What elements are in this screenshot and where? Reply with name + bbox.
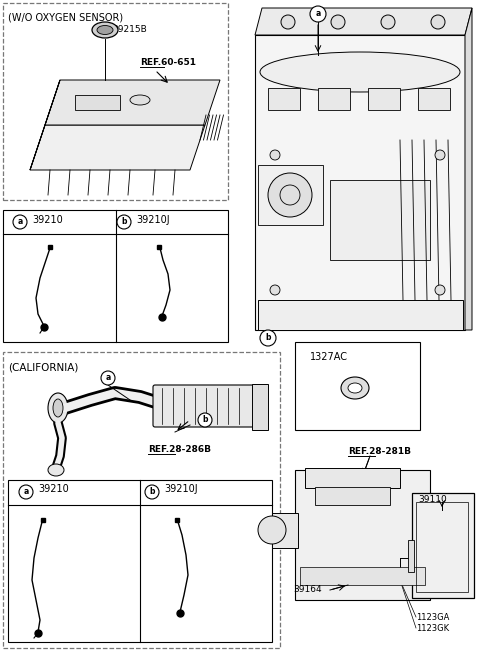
- Bar: [315, 487, 390, 505]
- FancyBboxPatch shape: [153, 385, 257, 427]
- Ellipse shape: [48, 464, 64, 476]
- Circle shape: [268, 173, 312, 217]
- Text: a: a: [106, 374, 110, 383]
- Text: a: a: [17, 218, 23, 226]
- Polygon shape: [30, 80, 60, 170]
- Bar: [300, 567, 425, 585]
- Bar: [412, 493, 474, 598]
- Polygon shape: [45, 80, 220, 125]
- Ellipse shape: [341, 377, 369, 399]
- Text: REF.28-281B: REF.28-281B: [348, 447, 411, 456]
- Circle shape: [145, 485, 159, 499]
- Text: a: a: [315, 10, 321, 18]
- Bar: [268, 88, 300, 110]
- Text: b: b: [202, 415, 208, 424]
- Text: (CALIFORNIA): (CALIFORNIA): [8, 362, 78, 372]
- Circle shape: [281, 15, 295, 29]
- Circle shape: [260, 330, 276, 346]
- Ellipse shape: [348, 383, 362, 393]
- Ellipse shape: [258, 516, 286, 544]
- Ellipse shape: [97, 25, 113, 35]
- Text: REF.28-286B: REF.28-286B: [148, 445, 211, 454]
- Bar: [318, 88, 350, 110]
- Bar: [3, 210, 228, 342]
- Bar: [295, 342, 420, 430]
- Polygon shape: [255, 8, 472, 35]
- Text: (W/O OXYGEN SENSOR): (W/O OXYGEN SENSOR): [8, 13, 123, 23]
- Polygon shape: [30, 125, 205, 170]
- Bar: [305, 468, 400, 488]
- Circle shape: [381, 15, 395, 29]
- Bar: [3, 3, 228, 200]
- Ellipse shape: [260, 52, 460, 92]
- Bar: [252, 384, 268, 430]
- Bar: [255, 35, 465, 330]
- Bar: [416, 502, 468, 592]
- Ellipse shape: [130, 95, 150, 105]
- Bar: [408, 540, 414, 572]
- Circle shape: [270, 150, 280, 160]
- Text: 39210J: 39210J: [136, 215, 169, 225]
- Text: REF.60-651: REF.60-651: [140, 58, 196, 67]
- Circle shape: [310, 6, 326, 22]
- Text: b: b: [265, 334, 271, 342]
- Text: 39210: 39210: [38, 484, 69, 494]
- Ellipse shape: [53, 399, 63, 417]
- Text: 39110: 39110: [418, 495, 447, 504]
- Circle shape: [270, 285, 280, 295]
- Bar: [272, 513, 298, 548]
- Bar: [295, 470, 430, 600]
- Circle shape: [101, 371, 115, 385]
- Text: b: b: [149, 488, 155, 497]
- Bar: [3, 352, 280, 648]
- Ellipse shape: [92, 22, 118, 38]
- Text: 39210J: 39210J: [164, 484, 198, 494]
- Circle shape: [331, 15, 345, 29]
- Circle shape: [117, 215, 131, 229]
- Bar: [418, 88, 450, 110]
- Text: 39164: 39164: [293, 585, 322, 594]
- Bar: [8, 480, 272, 642]
- Bar: [330, 180, 430, 260]
- Text: 1327AC: 1327AC: [310, 352, 348, 362]
- Bar: [75, 95, 120, 110]
- Circle shape: [19, 485, 33, 499]
- Circle shape: [435, 285, 445, 295]
- Text: 39210: 39210: [32, 215, 63, 225]
- Bar: [258, 165, 323, 225]
- Text: 39215B: 39215B: [112, 25, 147, 34]
- Text: a: a: [24, 488, 29, 497]
- Circle shape: [198, 413, 212, 427]
- Circle shape: [13, 215, 27, 229]
- Bar: [368, 88, 400, 110]
- Text: b: b: [121, 218, 127, 226]
- Text: 1123GA: 1123GA: [416, 613, 449, 622]
- Text: 1123GK: 1123GK: [416, 624, 449, 633]
- Circle shape: [431, 15, 445, 29]
- Circle shape: [435, 150, 445, 160]
- Polygon shape: [465, 8, 472, 330]
- Bar: [258, 300, 463, 330]
- Ellipse shape: [48, 393, 68, 423]
